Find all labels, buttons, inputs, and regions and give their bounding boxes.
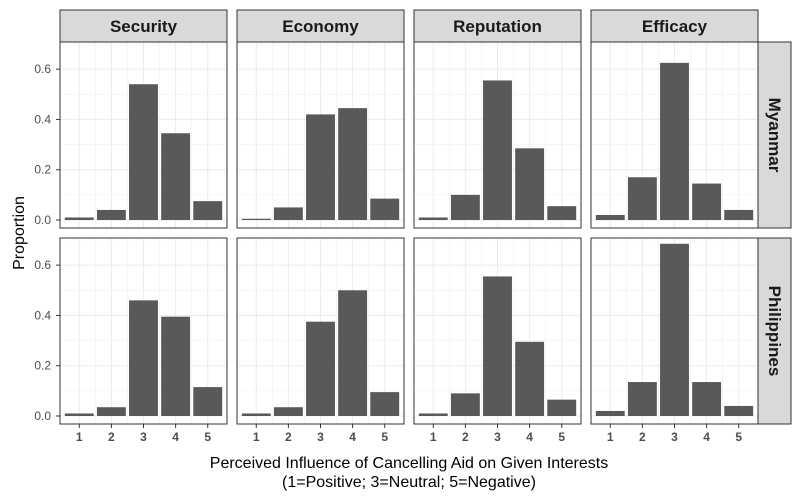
bar-philippines-efficacy-4 [692,382,722,416]
panel-border [590,41,759,229]
facet-strip-myanmar [757,41,792,229]
bar-philippines-security-5 [193,387,223,416]
bar-myanmar-reputation-2 [450,194,480,220]
x-tick-label: 4 [526,430,533,444]
bar-myanmar-economy-2 [273,207,303,220]
bar-myanmar-reputation-5 [547,206,577,220]
facet-strip-label-philippines: Philippines [765,286,784,377]
bar-myanmar-efficacy-3 [660,62,689,220]
bar-philippines-economy-3 [306,321,335,416]
x-axis-title-line1: Perceived Influence of Cancelling Aid on… [210,455,608,472]
x-tick-label: 2 [639,430,646,444]
facet-strip-label-efficacy: Efficacy [642,17,708,36]
x-tick-label: 2 [108,430,115,444]
x-tick-label: 3 [671,430,678,444]
panel-philippines-economy [236,237,405,425]
bar-myanmar-reputation-1 [418,217,448,220]
facet-strip-reputation [413,9,582,43]
y-tick-label: 0.4 [34,308,51,322]
panel-philippines-security [59,237,228,425]
bar-philippines-security-3 [129,300,158,416]
bar-philippines-reputation-4 [515,341,545,416]
x-tick-label: 1 [253,430,260,444]
y-axis-title: Proportion [11,196,28,270]
bar-myanmar-security-5 [193,201,223,220]
x-tick-label: 1 [607,430,614,444]
bar-myanmar-efficacy-2 [627,177,657,220]
x-tick-label: 1 [430,430,437,444]
panel-philippines-efficacy [590,237,759,425]
facet-strip-label-reputation: Reputation [453,17,542,36]
y-tick-label: 0.6 [34,258,51,272]
x-tick-label: 5 [735,430,742,444]
bar-myanmar-security-2 [96,209,126,220]
bar-myanmar-economy-4 [338,108,368,220]
bar-philippines-efficacy-3 [660,243,689,416]
panel-myanmar-efficacy [590,41,759,229]
bar-philippines-economy-4 [338,290,368,416]
bar-myanmar-reputation-3 [483,80,512,220]
y-tick-label: 0.4 [34,112,51,126]
facet-strip-label-security: Security [110,17,178,36]
facet-strip-label-economy: Economy [282,17,359,36]
panel-border [59,41,228,229]
bar-myanmar-economy-3 [306,114,335,220]
y-tick-label: 0.2 [34,359,51,373]
bar-myanmar-reputation-4 [515,148,545,220]
bar-philippines-economy-5 [370,392,400,416]
bar-myanmar-efficacy-1 [595,214,625,220]
panel-border [413,41,582,229]
bar-philippines-security-4 [161,316,191,416]
bar-philippines-reputation-3 [483,276,512,416]
x-tick-label: 3 [140,430,147,444]
x-tick-label: 2 [462,430,469,444]
facet-strip-economy [236,9,405,43]
x-tick-label: 4 [349,430,356,444]
bar-philippines-efficacy-2 [627,382,657,416]
bar-myanmar-efficacy-5 [724,209,754,220]
bar-philippines-reputation-5 [547,399,577,416]
x-tick-label: 4 [703,430,710,444]
bar-philippines-economy-1 [241,413,271,416]
facet-strip-efficacy [590,9,759,43]
bar-myanmar-security-1 [64,217,94,220]
bar-myanmar-economy-5 [370,198,400,220]
panels-layer: Security Economy Reputation Efficacy Myanmar… [34,9,792,444]
panel-myanmar-reputation [413,41,582,229]
x-tick-label: 2 [285,430,292,444]
panel-myanmar-security [59,41,228,229]
bar-philippines-efficacy-5 [724,405,754,416]
bar-philippines-reputation-2 [450,393,480,416]
bar-myanmar-security-3 [129,84,158,220]
bar-myanmar-economy-1 [241,218,271,220]
x-tick-label: 1 [76,430,83,444]
x-axis-title-line2: (1=Positive; 3=Neutral; 5=Negative) [282,474,536,491]
y-tick-label: 0.2 [34,163,51,177]
facet-strip-label-myanmar: Myanmar [765,98,784,173]
x-tick-label: 5 [204,430,211,444]
y-tick-label: 0.0 [34,213,51,227]
panel-philippines-reputation [413,237,582,425]
x-tick-label: 5 [381,430,388,444]
x-tick-label: 5 [558,430,565,444]
bar-philippines-reputation-1 [418,413,448,416]
bar-philippines-efficacy-1 [595,410,625,416]
facet-strip-security [59,9,228,43]
y-tick-label: 0.0 [34,409,51,423]
bar-myanmar-efficacy-4 [692,183,722,220]
y-tick-label: 0.6 [34,62,51,76]
bar-philippines-economy-2 [273,407,303,416]
panel-myanmar-economy [236,41,405,229]
panel-border [236,41,405,229]
x-tick-label: 4 [172,430,179,444]
bar-myanmar-security-4 [161,133,191,220]
x-tick-label: 3 [494,430,501,444]
x-tick-label: 3 [317,430,324,444]
bar-philippines-security-2 [96,407,126,416]
bar-philippines-security-1 [64,413,94,416]
